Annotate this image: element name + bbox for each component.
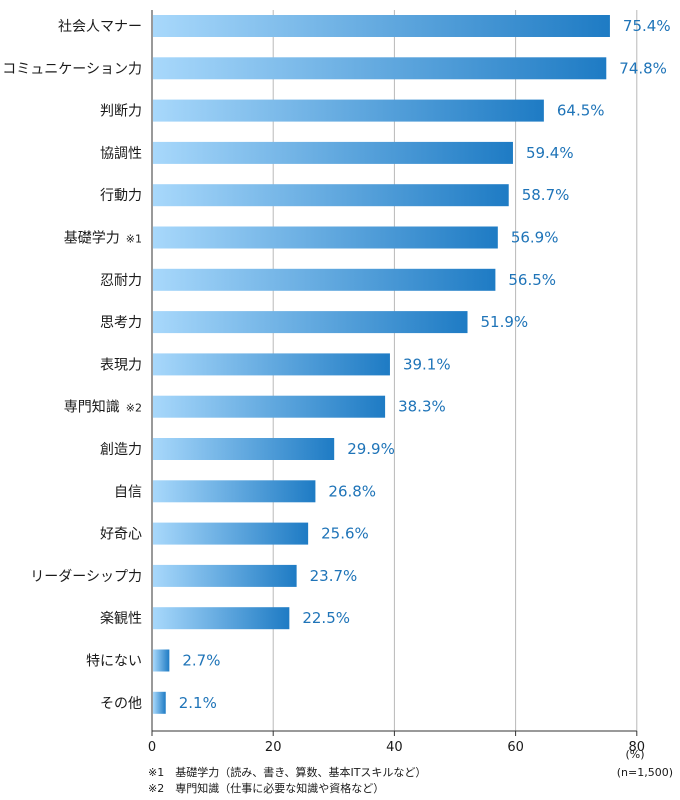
value-label: 58.7% xyxy=(522,186,570,204)
x-tick-label: 20 xyxy=(265,740,282,755)
category-label: 判断力 xyxy=(100,104,142,120)
bar xyxy=(153,607,290,630)
value-label: 2.7% xyxy=(182,652,220,670)
value-labels: 75.4% 74.8% 64.5% 59.4% 58.7% 56.9% 56.5% 51.9%… xyxy=(179,17,671,712)
value-label: 22.5% xyxy=(302,609,350,627)
footnote-1: ※1 基礎学力（読み、書き、算数、基本ITスキルなど） xyxy=(148,765,426,779)
bar xyxy=(153,268,496,291)
category-label: 基礎学力 ※1 xyxy=(64,230,142,247)
bar xyxy=(153,311,468,334)
category-label: 忍耐力 xyxy=(100,273,142,289)
category-name: 専門知識 xyxy=(64,399,120,416)
category-label: 好奇心 xyxy=(100,526,142,543)
category-name: 協調性 xyxy=(100,146,142,162)
category-label: 特にない xyxy=(86,654,142,670)
bar xyxy=(153,184,509,207)
bar xyxy=(153,15,610,37)
bar xyxy=(153,226,498,249)
category-label: その他 xyxy=(100,696,142,712)
category-label: 楽観性 xyxy=(100,610,142,627)
value-label: 56.9% xyxy=(511,229,559,247)
category-name: 思考力 xyxy=(100,315,142,331)
category-name: 特にない xyxy=(86,654,142,670)
category-label: 創造力 xyxy=(100,442,142,458)
category-label: 専門知識 ※2 xyxy=(64,399,142,416)
value-label: 23.7% xyxy=(310,567,358,585)
category-name: 基礎学力 xyxy=(64,230,120,247)
category-name: 行動力 xyxy=(100,188,142,204)
value-label: 39.1% xyxy=(403,355,451,373)
bar xyxy=(153,564,297,587)
bar xyxy=(153,438,335,460)
category-label: 協調性 xyxy=(100,146,142,162)
value-label: 25.6% xyxy=(321,525,369,543)
value-label: 59.4% xyxy=(526,144,574,162)
value-label: 38.3% xyxy=(398,398,446,416)
x-axis: 0 20 40 60 80 xyxy=(148,10,645,755)
unit-label: (%) xyxy=(625,748,644,761)
value-label: 26.8% xyxy=(328,482,376,500)
category-name: リーダーシップ力 xyxy=(30,569,142,585)
value-label: 29.9% xyxy=(347,440,395,458)
category-label: コミュニケーション力 xyxy=(2,61,142,77)
category-label: 表現力 xyxy=(100,357,142,373)
x-tick-label: 40 xyxy=(386,740,403,755)
bars xyxy=(153,15,610,714)
category-name: 創造力 xyxy=(100,442,142,458)
bar xyxy=(153,353,390,376)
category-label: 思考力 xyxy=(100,315,142,331)
value-label: 51.9% xyxy=(481,313,529,331)
x-tick-label: 0 xyxy=(148,740,156,755)
bar xyxy=(153,99,544,122)
value-label: 75.4% xyxy=(623,17,671,35)
bar xyxy=(153,395,386,418)
category-name: 楽観性 xyxy=(100,610,142,627)
category-label: リーダーシップ力 xyxy=(30,569,142,585)
bar xyxy=(153,691,166,714)
category-label: 社会人マナー xyxy=(58,19,142,35)
bar xyxy=(153,141,513,164)
category-name: 社会人マナー xyxy=(58,19,142,35)
value-label: 2.1% xyxy=(179,694,217,712)
category-name: 表現力 xyxy=(100,357,142,373)
value-label: 56.5% xyxy=(508,271,556,289)
category-name: 好奇心 xyxy=(100,526,142,543)
bar xyxy=(153,57,607,80)
x-tick-label: 60 xyxy=(507,740,524,755)
category-name: コミュニケーション力 xyxy=(2,61,142,77)
sample-size-label: (n=1,500) xyxy=(617,766,673,779)
category-name: その他 xyxy=(100,696,142,712)
bar xyxy=(153,649,170,672)
category-name: 忍耐力 xyxy=(100,273,142,289)
bar xyxy=(153,480,316,503)
category-label: 自信 xyxy=(114,484,142,500)
value-label: 64.5% xyxy=(557,102,605,120)
category-note: ※2 xyxy=(126,402,142,415)
footnote-2: ※2 専門知識（仕事に必要な知識や資格など） xyxy=(148,781,384,795)
x-tick-label: 80 xyxy=(629,740,646,755)
category-label: 行動力 xyxy=(100,188,142,204)
category-note: ※1 xyxy=(126,233,142,246)
category-name: 自信 xyxy=(114,484,142,500)
category-name: 判断力 xyxy=(100,104,142,120)
bar xyxy=(153,522,309,545)
value-label: 74.8% xyxy=(619,59,667,77)
